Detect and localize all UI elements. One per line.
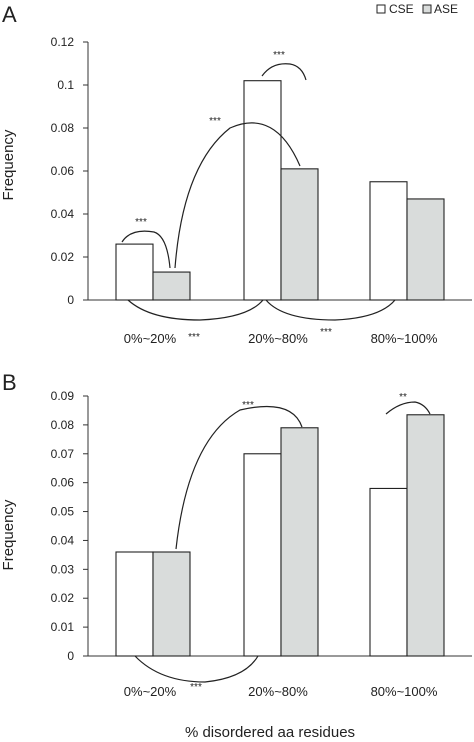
sig-arc-b2 [385,401,431,415]
panel-a-tick-labels: 0 0.02 0.04 0.06 0.08 0.1 0.12 0%~20% 20%~80% 80%… [51,35,438,346]
panel-a-bars [115,80,445,301]
sig-arc-b3 [134,655,259,683]
sig-arc-a2 [261,63,307,81]
sig-label-a4: *** [188,332,200,343]
panel-b: B Frequency 0 0.01 0.02 0.03 0.04 0.05 0.06 0.0… [0,370,472,741]
sig-arc-b1 [175,405,303,550]
y-tick-label: 0.03 [51,562,75,576]
sig-label-a3: *** [209,116,221,127]
bar-cse-3 [369,181,408,301]
bar-ase-3 [406,414,445,657]
sig-label-a2: *** [273,50,285,61]
x-tick-label: 0%~20% [124,684,177,699]
x-tick-label: 20%~80% [248,684,308,699]
sig-label-b1: *** [242,400,254,411]
panel-a-ylabel: Frequency [0,129,17,200]
bar-cse-3 [369,487,408,657]
y-tick-label: 0.12 [51,35,75,49]
x-tick-label: 80%~100% [371,331,438,346]
sig-label-a5: *** [320,327,332,338]
bar-cse-1 [115,243,154,301]
x-tick-label: 20%~80% [248,331,308,346]
y-tick-label: 0.05 [51,505,75,519]
legend-swatch-cse [376,4,386,14]
x-tick-label: 80%~100% [371,684,438,699]
panel-b-significance [134,401,431,683]
bar-cse-2 [243,453,282,657]
sig-arc-a5 [265,299,396,321]
panel-a-significance [121,63,396,321]
y-tick-label: 0.04 [51,207,75,221]
y-tick-label: 0.08 [51,121,75,135]
legend-swatch-ase [422,4,432,14]
y-tick-label: 0.01 [51,620,75,634]
y-tick-label: 0.06 [51,476,75,490]
y-tick-label: 0 [67,649,74,663]
sig-arc-a1 [121,230,171,269]
y-tick-label: 0.02 [51,250,75,264]
y-tick-label: 0 [67,293,74,307]
y-tick-label: 0.06 [51,164,75,178]
bar-ase-2 [280,427,319,657]
bar-ase-1 [152,551,191,657]
y-tick-label: 0.1 [57,78,74,92]
legend-label-ase: ASE [434,2,458,16]
sig-label-a1: *** [135,217,147,228]
y-tick-label: 0.09 [51,389,75,403]
sig-arc-a4 [127,299,264,321]
y-tick-label: 0.08 [51,418,75,432]
panel-b-tick-labels: 0 0.01 0.02 0.03 0.04 0.05 0.06 0.07 0.08 0.09 0%~… [51,389,438,699]
sig-arc-a3 [174,122,301,269]
y-tick-label: 0.07 [51,447,75,461]
panel-b-ylabel: Frequency [0,499,17,570]
y-tick-label: 0.04 [51,533,75,547]
y-tick-label: 0.02 [51,591,75,605]
panel-b-label: B [2,370,17,395]
bar-cse-2 [243,80,282,301]
sig-label-b2: ** [399,392,407,403]
bar-ase-1 [152,271,191,301]
panel-a-label: A [2,2,17,27]
bar-ase-3 [406,198,445,301]
panel-a: A Frequency 0 0.02 0.04 0.06 0.08 0.1 0.12 0%~2… [0,2,472,346]
panel-b-significance-labels: *** ** *** [190,392,407,693]
legend: CSE ASE [376,2,458,16]
x-tick-label: 0%~20% [124,331,177,346]
sig-label-b3: *** [190,682,202,693]
panel-b-bars [115,414,445,657]
bar-cse-1 [115,551,154,657]
bar-ase-2 [280,168,319,301]
legend-label-cse: CSE [389,2,414,16]
x-axis-title: % disordered aa residues [185,724,355,741]
panel-a-significance-labels: *** *** *** *** *** [135,50,332,343]
